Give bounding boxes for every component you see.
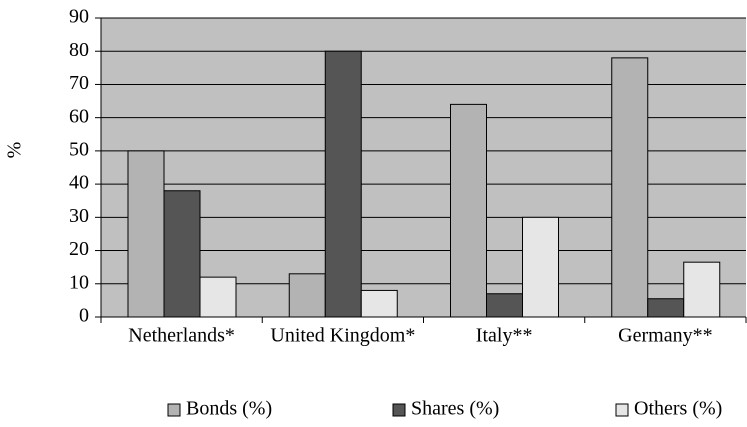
bar xyxy=(450,103,487,318)
legend-swatch xyxy=(167,403,181,417)
bar xyxy=(647,298,685,318)
legend-label: Others (%) xyxy=(634,398,722,420)
x-tick-label: United Kingdom* xyxy=(270,325,415,347)
bar xyxy=(611,57,649,318)
y-tick-label: 20 xyxy=(69,238,89,260)
legend-swatch xyxy=(615,403,629,417)
bar xyxy=(163,190,201,318)
y-axis-label: % xyxy=(4,142,26,159)
y-tick-label: 70 xyxy=(69,72,89,94)
y-tick-label: 10 xyxy=(69,271,89,293)
bar xyxy=(486,293,523,318)
x-tick-label: Italy** xyxy=(476,325,533,347)
bar xyxy=(324,50,362,318)
bar xyxy=(199,276,237,318)
legend-label: Bonds (%) xyxy=(186,398,272,420)
y-tick-label: 30 xyxy=(69,205,89,227)
y-tick-label: 80 xyxy=(69,39,89,61)
bar xyxy=(288,273,326,318)
x-tick-label: Netherlands* xyxy=(128,325,235,347)
legend-swatch xyxy=(392,403,406,417)
x-tick-label: Germany** xyxy=(618,325,712,347)
bar xyxy=(522,216,559,318)
bar xyxy=(683,261,721,318)
y-tick-label: 50 xyxy=(69,138,89,160)
legend-label: Shares (%) xyxy=(411,398,499,420)
bar xyxy=(127,150,165,318)
y-tick-label: 0 xyxy=(79,305,89,327)
y-tick-label: 90 xyxy=(69,6,89,28)
bar xyxy=(360,289,398,318)
y-tick-label: 40 xyxy=(69,172,89,194)
y-tick-label: 60 xyxy=(69,105,89,127)
